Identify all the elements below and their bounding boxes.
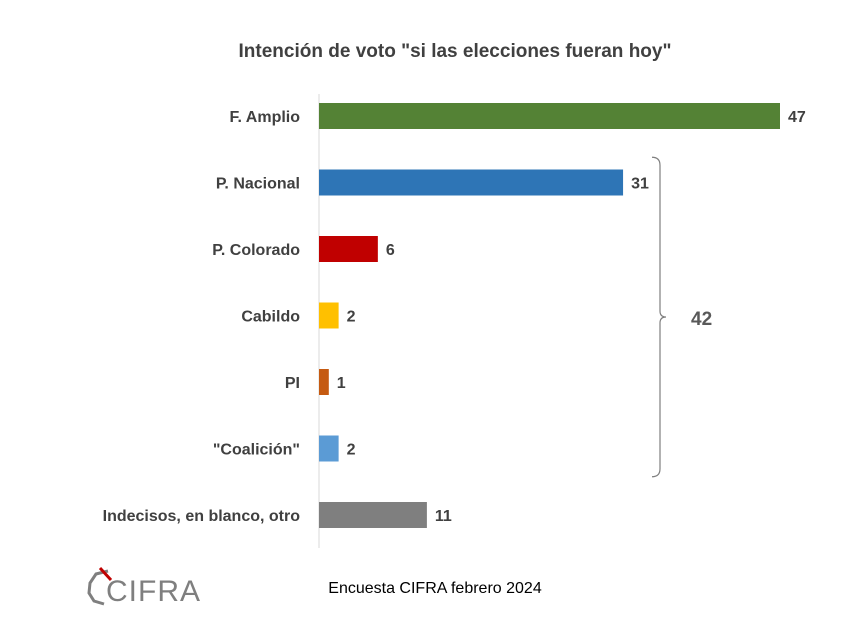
bar — [319, 302, 339, 329]
category-label: F. Amplio — [229, 109, 300, 126]
bar — [319, 103, 780, 129]
category-label: Cabildo — [241, 309, 300, 326]
value-label: 11 — [435, 508, 452, 525]
source-footer: Encuesta CIFRA febrero 2024 — [328, 580, 542, 597]
value-label: 2 — [347, 309, 356, 326]
value-label: 1 — [337, 375, 346, 392]
category-label: Indecisos, en blanco, otro — [103, 508, 301, 525]
bars-layer: F. Amplio 47 P. Nacional 31 P. Colorado 6 Cabi… — [103, 103, 806, 528]
category-label: P. Nacional — [216, 176, 300, 193]
bracket-line — [651, 156, 667, 478]
bar — [319, 236, 378, 262]
chart-title: Intención de voto "si las elecciones fue… — [239, 41, 672, 62]
coalition-bracket: 42 — [651, 156, 712, 478]
bracket-total-label: 42 — [691, 309, 712, 330]
value-label: 47 — [788, 109, 806, 126]
value-label: 2 — [347, 442, 356, 459]
logo-text: CIFRA — [106, 575, 201, 608]
bar — [319, 169, 624, 196]
category-label: "Coalición" — [213, 442, 300, 459]
bar — [319, 369, 329, 395]
category-label: P. Colorado — [212, 242, 300, 259]
value-label: 31 — [631, 176, 649, 193]
category-label: PI — [285, 375, 300, 392]
logo-c-shape — [87, 569, 109, 606]
bar — [319, 502, 427, 528]
logo-accent-mark — [98, 566, 113, 582]
value-label: 6 — [386, 242, 395, 259]
cifra-logo: CIFRA — [87, 566, 201, 608]
bar — [319, 435, 339, 462]
